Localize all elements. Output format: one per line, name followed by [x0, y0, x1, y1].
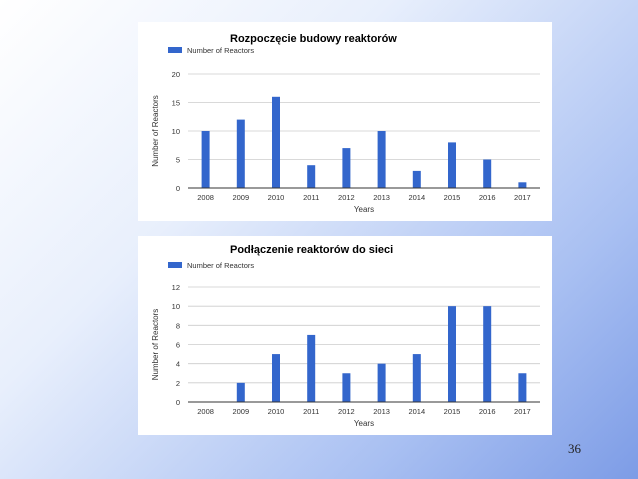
- chart-1-xtick-2014: 2014: [408, 407, 425, 416]
- chart-1-ytick-0: 0: [176, 398, 180, 407]
- chart-0-bar-2014: [412, 170, 421, 188]
- chart-1-ytick-4: 8: [176, 321, 180, 330]
- chart-1-xtick-2012: 2012: [338, 407, 355, 416]
- chart-1-bar-2014: [412, 354, 421, 402]
- chart-0-xtick-2016: 2016: [479, 193, 496, 202]
- chart-0-xtick-2010: 2010: [268, 193, 285, 202]
- chart-1-bar-2016: [483, 306, 492, 402]
- chart-0-ytick-0: 0: [176, 184, 180, 193]
- chart-1-xtick-2016: 2016: [479, 407, 496, 416]
- chart-1-legend-swatch: [168, 262, 182, 268]
- chart-1-bar-2013: [377, 363, 386, 402]
- chart-1-title: Podłączenie reaktorów do sieci: [230, 244, 393, 256]
- chart-0-bar-2009: [236, 119, 245, 188]
- chart-0-legend-swatch: [168, 47, 182, 53]
- chart-1-bar-2012: [342, 373, 351, 402]
- chart-0-xtick-2015: 2015: [444, 193, 461, 202]
- chart-0-bar-2008: [201, 131, 210, 188]
- chart-1-xtick-2017: 2017: [514, 407, 531, 416]
- chart-0-bar-2011: [307, 165, 316, 188]
- slide-number: 36: [568, 441, 581, 456]
- chart-panel-grid-connection: Podłączenie reaktorów do sieci Number of …: [138, 236, 552, 435]
- chart-panel-construction: Rozpoczęcie budowy reaktorów Number of Re…: [138, 22, 552, 221]
- chart-1-bar-2011: [307, 334, 316, 402]
- chart-1-ytick-3: 6: [176, 341, 180, 350]
- chart-0-xlabel: Years: [354, 205, 374, 214]
- chart-1-xlabel: Years: [354, 419, 374, 428]
- chart-0-title: Rozpoczęcie budowy reaktorów: [230, 33, 397, 45]
- chart-1-ytick-1: 2: [176, 379, 180, 388]
- chart-1-xtick-2013: 2013: [373, 407, 390, 416]
- chart-1-bar-2017: [518, 373, 527, 402]
- chart-0-legend-label: Number of Reactors: [187, 46, 254, 55]
- chart-1-xtick-2015: 2015: [444, 407, 461, 416]
- chart-1-bar-2009: [236, 382, 245, 402]
- chart-0-bar-2013: [377, 131, 386, 188]
- chart-0-bar-2016: [483, 159, 492, 188]
- chart-0-xtick-2008: 2008: [197, 193, 214, 202]
- chart-1-ytick-2: 4: [176, 360, 180, 369]
- chart-1-bar-2015: [448, 306, 456, 402]
- chart-0-xtick-2012: 2012: [338, 193, 355, 202]
- chart-1-ylabel: Number of Reactors: [151, 309, 160, 381]
- chart-0-bar-2017: [518, 182, 527, 188]
- chart-0-bar-2015: [448, 142, 456, 188]
- chart-0-ylabel: Number of Reactors: [151, 95, 160, 167]
- chart-0-ytick-1: 5: [176, 156, 180, 165]
- chart-0-ytick-2: 10: [172, 127, 180, 136]
- chart-0-xtick-2017: 2017: [514, 193, 531, 202]
- chart-0-xtick-2013: 2013: [373, 193, 390, 202]
- bar-chart-grid-connection: Podłączenie reaktorów do sieci Number of …: [151, 244, 540, 428]
- chart-0-ytick-3: 15: [172, 99, 180, 108]
- chart-0-xtick-2009: 2009: [232, 193, 249, 202]
- chart-1-xtick-2010: 2010: [268, 407, 285, 416]
- chart-1-legend-label: Number of Reactors: [187, 261, 254, 270]
- chart-0-bar-2010: [272, 96, 280, 188]
- chart-1-bar-2010: [272, 354, 280, 402]
- chart-1-xtick-2011: 2011: [303, 407, 319, 416]
- chart-1-ytick-6: 12: [172, 283, 180, 292]
- chart-0-xtick-2014: 2014: [408, 193, 425, 202]
- chart-0-ytick-4: 20: [172, 70, 180, 79]
- chart-1-xtick-2008: 2008: [197, 407, 214, 416]
- chart-0-xtick-2011: 2011: [303, 193, 319, 202]
- chart-1-xtick-2009: 2009: [232, 407, 249, 416]
- chart-1-ytick-5: 10: [172, 302, 180, 311]
- chart-0-bar-2012: [342, 148, 351, 188]
